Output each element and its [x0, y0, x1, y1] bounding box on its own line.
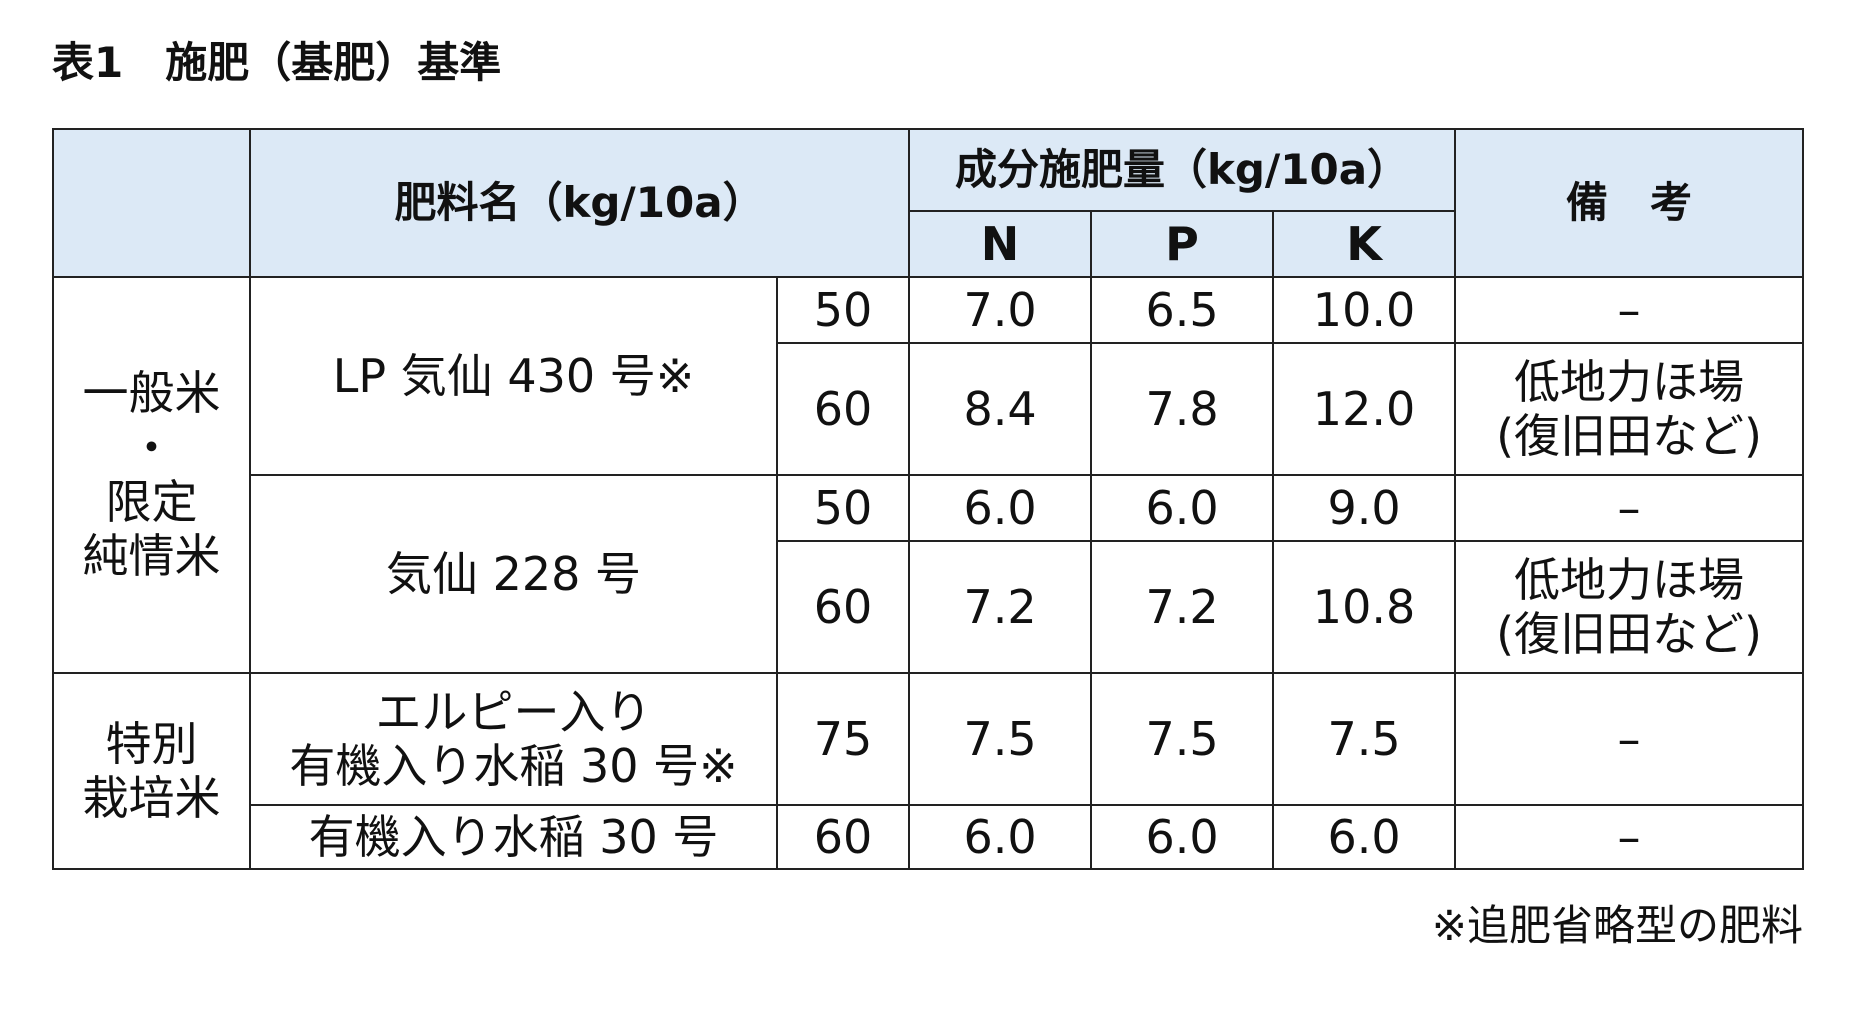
remark-cell: –	[1454, 672, 1805, 806]
table-row: 60 8.4 7.8 12.0 低地力ほ場 (復旧田など)	[53, 342, 1805, 476]
header-empty-cell	[52, 128, 251, 278]
p-cell: 7.5	[1090, 672, 1275, 806]
header-p: P	[1090, 210, 1275, 278]
remark-cell: 低地力ほ場 (復旧田など)	[1454, 342, 1805, 476]
remark-cell: –	[1454, 804, 1805, 870]
header-n: N	[908, 210, 1093, 278]
k-cell: 6.0	[1272, 804, 1457, 870]
k-cell: 7.5	[1272, 672, 1457, 806]
table-row: 一般米 ・ 限定 純情米 LP 気仙 430 号※ 50 7.0 6.5 10.…	[52, 276, 1805, 674]
table-row: 特別 栽培米 エルピー入り 有機入り水稲 30 号※ 75 7.5 7.5 7.…	[52, 672, 1805, 870]
footnote: ※追肥省略型の肥料	[1431, 901, 1803, 950]
fertilizer-lp: LP 気仙 430 号※	[249, 276, 778, 476]
k-cell: 10.0	[1272, 276, 1457, 344]
remark-cell: –	[1454, 276, 1805, 344]
header-k: K	[1272, 210, 1457, 278]
amount-cell: 60	[775, 342, 911, 476]
remark-cell: –	[1454, 474, 1805, 542]
p-cell: 6.0	[1090, 474, 1275, 542]
fertilizer-elpi: エルピー入り 有機入り水稲 30 号※	[249, 672, 778, 806]
group-general: 一般米 ・ 限定 純情米	[52, 276, 251, 674]
table-row: 有機入り水稲 30 号 60 6.0 6.0 6.0 –	[53, 804, 1805, 870]
fertilizer-table: 肥料名（kg/10a） 成分施肥量（kg/10a） 備 考 N P K 一般米 …	[52, 128, 1805, 870]
p-cell: 7.2	[1090, 540, 1275, 674]
amount-cell: 50	[775, 276, 911, 344]
n-cell: 6.0	[908, 804, 1093, 870]
n-cell: 7.0	[908, 276, 1093, 344]
p-cell: 7.8	[1090, 342, 1275, 476]
remark-cell: 低地力ほ場 (復旧田など)	[1454, 540, 1805, 674]
p-cell: 6.0	[1090, 804, 1275, 870]
header-remarks: 備 考	[1454, 128, 1805, 278]
p-cell: 6.5	[1090, 276, 1275, 344]
header-fertilizer-name: 肥料名（kg/10a）	[248, 128, 911, 278]
k-cell: 10.8	[1272, 540, 1457, 674]
amount-cell: 50	[775, 474, 911, 542]
table-row: 60 7.2 7.2 10.8 低地力ほ場 (復旧田など)	[53, 540, 1805, 674]
n-cell: 7.2	[908, 540, 1093, 674]
table-row: 気仙 228 号 50 6.0 6.0 9.0 –	[53, 474, 1805, 674]
amount-cell: 75	[775, 672, 911, 806]
k-cell: 12.0	[1272, 342, 1457, 476]
header-component: 成分施肥量（kg/10a）	[908, 128, 1457, 212]
fertilizer-kesen: 気仙 228 号	[249, 474, 778, 674]
n-cell: 8.4	[908, 342, 1093, 476]
group-special: 特別 栽培米	[52, 672, 251, 870]
n-cell: 6.0	[908, 474, 1093, 542]
k-cell: 9.0	[1272, 474, 1457, 542]
amount-cell: 60	[775, 540, 911, 674]
n-cell: 7.5	[908, 672, 1093, 806]
table-title: 表1 施肥（基肥）基準	[52, 38, 502, 87]
amount-cell: 60	[775, 804, 911, 870]
fertilizer-organic: 有機入り水稲 30 号	[249, 804, 778, 870]
